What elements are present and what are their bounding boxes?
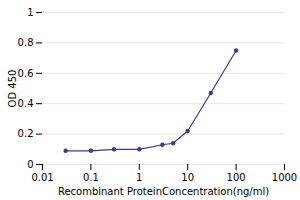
- svg-text:10: 10: [181, 172, 194, 183]
- svg-text:100: 100: [227, 172, 246, 183]
- svg-text:0.4: 0.4: [18, 98, 34, 109]
- svg-text:Recombinant ProteinConcentrati: Recombinant ProteinConcentration(ng/ml): [58, 186, 269, 197]
- svg-text:OD 450: OD 450: [7, 70, 18, 108]
- svg-text:0: 0: [27, 159, 33, 170]
- svg-text:1000: 1000: [272, 172, 297, 183]
- svg-text:1: 1: [27, 7, 33, 18]
- svg-text:0.8: 0.8: [18, 37, 34, 48]
- svg-text:1: 1: [136, 172, 142, 183]
- svg-text:0.6: 0.6: [18, 68, 34, 79]
- svg-text:0.2: 0.2: [18, 128, 34, 139]
- svg-text:0.1: 0.1: [83, 172, 99, 183]
- svg-text:0.01: 0.01: [31, 172, 53, 183]
